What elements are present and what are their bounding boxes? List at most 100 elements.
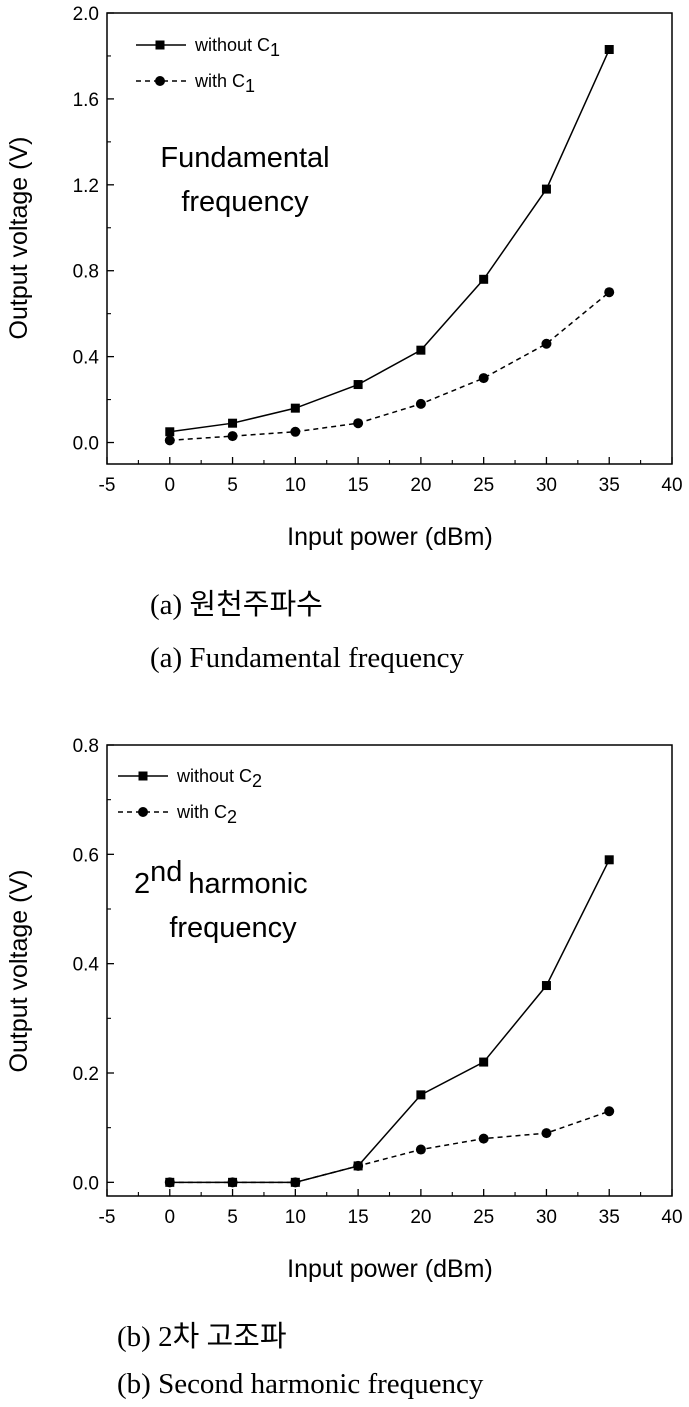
x-tick-label: 40 [661, 1207, 682, 1228]
chart-fundamental: -5 0 5 10 15 20 25 30 35 40 0.0 0.4 0.8 1.2 1.6 2.0 In… [5, 4, 683, 551]
series-line-with [169, 1110, 610, 1184]
legend-label-subscript: 1 [245, 76, 255, 96]
x-tick-label: 0 [164, 475, 175, 496]
x-tick-label: -5 [99, 1207, 116, 1228]
x-tick-label: 30 [536, 1207, 557, 1228]
annotation-line-1: 2nd harmonic [134, 856, 308, 900]
legend-label-text: without C [194, 35, 270, 55]
x-tick-label: 15 [348, 475, 369, 496]
x-tick-label: 5 [227, 1207, 238, 1228]
data-point-square [604, 855, 614, 865]
annotation-line-2: frequency [169, 912, 297, 944]
annotation-number: 2 [134, 868, 150, 900]
y-tick-label: 0.8 [73, 736, 99, 757]
legend-label-text: with C [176, 802, 227, 822]
data-point-circle [164, 435, 175, 446]
x-tick-label: 20 [410, 475, 431, 496]
data-point-square [290, 403, 300, 413]
data-point-circle [604, 287, 615, 298]
series-line-with [169, 291, 610, 442]
y-tick-label: 0.0 [73, 434, 99, 455]
x-tick-label: 5 [227, 475, 238, 496]
data-point-circle [541, 338, 552, 349]
legend-label-subscript: 1 [270, 40, 280, 60]
y-tick-label: 0.4 [73, 348, 100, 369]
data-point-circle [415, 1144, 426, 1155]
y-tick-label: 2.0 [73, 4, 99, 25]
x-ticks: -5 0 5 10 15 20 25 30 35 40 [99, 1189, 683, 1228]
annotation-line-1: Fundamental [160, 142, 329, 174]
caption-english-a: (a) Fundamental frequency [150, 642, 465, 674]
series-line-without [169, 49, 610, 433]
annotation-word: harmonic [188, 868, 307, 900]
legend-square-marker [138, 771, 148, 781]
chart-second-harmonic: -5 0 5 10 15 20 25 30 35 40 0.0 0.2 0.4 0.6 0.8 Input… [5, 736, 683, 1283]
data-point-circle [353, 418, 364, 429]
x-tick-label: -5 [99, 475, 116, 496]
data-point-circle [415, 398, 426, 409]
data-point-square [353, 380, 363, 390]
y-tick-label: 0.4 [73, 955, 100, 976]
x-tick-label: 20 [410, 1207, 431, 1228]
x-tick-label: 15 [348, 1207, 369, 1228]
data-point-circle [541, 1128, 552, 1139]
x-tick-label: 25 [473, 1207, 494, 1228]
y-tick-label: 0.2 [73, 1064, 99, 1085]
x-tick-label: 10 [285, 1207, 306, 1228]
data-point-square [416, 345, 426, 355]
data-point-square [541, 981, 551, 991]
legend-circle-marker [138, 807, 148, 817]
caption-english-b: (b) Second harmonic frequency [117, 1368, 484, 1400]
data-point-square [479, 1057, 489, 1067]
y-tick-label: 0.0 [73, 1173, 99, 1194]
legend: without C2 with C2 [118, 766, 262, 827]
legend-square-marker [155, 40, 165, 50]
y-tick-label: 0.8 [73, 262, 99, 283]
legend: without C1 with C1 [136, 35, 280, 96]
x-tick-label: 30 [536, 475, 557, 496]
legend-label-with: with C1 [194, 71, 255, 96]
x-axis-title: Input power (dBm) [287, 1255, 493, 1283]
plot-frame [106, 12, 673, 465]
data-point-square [416, 1090, 426, 1100]
y-tick-label: 0.6 [73, 845, 99, 866]
data-point-square [228, 418, 238, 428]
series-layer [164, 45, 615, 446]
legend-label-text: without C [176, 766, 252, 786]
x-ticks: -5 0 5 10 15 20 25 30 35 40 [99, 457, 683, 496]
y-tick-label: 1.6 [73, 90, 99, 111]
y-axis-title: Output voltage (V) [5, 137, 33, 340]
data-point-square [479, 274, 489, 284]
caption-korean-b: (b) 2차 고조파 [117, 1321, 287, 1353]
x-tick-label: 25 [473, 475, 494, 496]
data-point-square [604, 45, 614, 55]
data-point-circle [227, 431, 238, 442]
annotation-superscript: nd [150, 856, 182, 888]
x-tick-label: 35 [599, 1207, 620, 1228]
x-tick-label: 0 [164, 1207, 175, 1228]
y-axis-title: Output voltage (V) [5, 870, 33, 1073]
legend-label-text: with C [194, 71, 245, 91]
x-tick-label: 10 [285, 475, 306, 496]
data-point-circle [604, 1106, 615, 1117]
x-tick-label: 35 [599, 475, 620, 496]
data-point-circle [227, 1177, 238, 1188]
legend-label-subscript: 2 [252, 771, 262, 791]
data-point-circle [290, 426, 301, 437]
x-tick-label: 40 [661, 475, 682, 496]
legend-label-without: without C2 [176, 766, 262, 791]
legend-label-with: with C2 [176, 802, 237, 827]
y-tick-label: 1.2 [73, 176, 99, 197]
data-point-circle [164, 1177, 175, 1188]
data-point-square [165, 427, 175, 437]
caption-korean-a: (a) 원천주파수 [150, 589, 323, 621]
data-point-circle [353, 1160, 364, 1171]
legend-label-without: without C1 [194, 35, 280, 60]
legend-label-subscript: 2 [227, 807, 237, 827]
data-point-circle [290, 1177, 301, 1188]
legend-circle-marker [155, 76, 165, 86]
data-point-circle [478, 1133, 489, 1144]
data-point-square [541, 184, 551, 194]
series-layer [164, 855, 615, 1188]
